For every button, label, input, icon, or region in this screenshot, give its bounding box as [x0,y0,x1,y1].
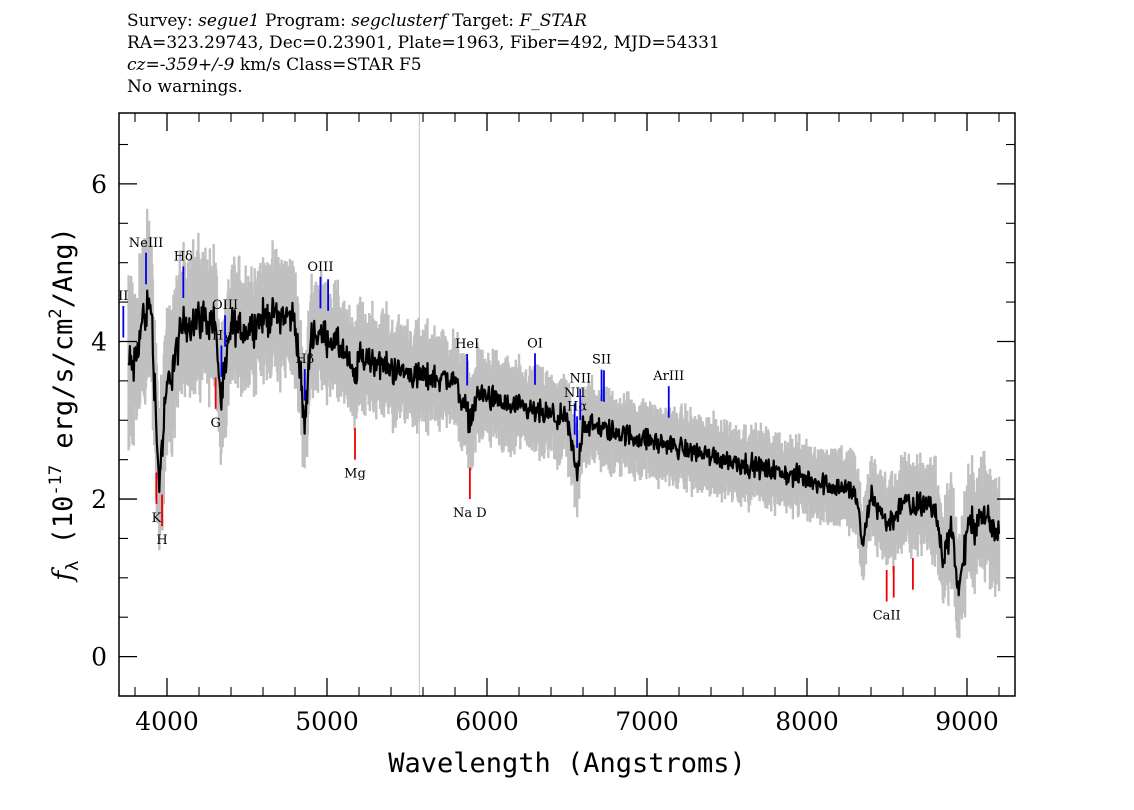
absorption-line-label: G [210,416,220,431]
emission-line-label: OIII [307,260,333,275]
absorption-line-label: Mg [344,467,366,482]
absorption-line-label: CaII [873,608,901,623]
emission-line-label: Hδ [174,249,193,264]
emission-line-label: NII [569,372,591,387]
emission-line-label: NeIII [129,236,163,251]
x-tick-label: 5000 [295,707,359,736]
header-line-redshift: cz=-359+/-9 km/s Class=STAR F5 [127,54,1027,76]
cz-value: -359+/-9 [159,55,235,75]
y-axis-title: fλ (10-17 erg/s/cm2/Ang) [46,227,83,583]
spectrum-header: Survey: segue1 Program: segclusterf Targ… [127,10,1027,98]
header-line-warnings: No warnings. [127,77,243,97]
emission-line-label: SII [592,353,611,368]
y-axis-title-sub: λ [63,561,83,571]
x-tick-label: 4000 [135,707,199,736]
y-tick-label: 2 [91,485,107,514]
absorption-line-label: K [152,511,162,526]
target-label: Target: [452,11,515,31]
x-tick-label: 8000 [775,707,839,736]
emission-line-label: ArIII [652,369,684,384]
error-band [127,208,1001,639]
header-line-coordinates: RA=323.29743, Dec=0.23901, Plate=1963, F… [127,33,720,53]
x-tick-label: 6000 [455,707,519,736]
emission-line-label: OIII [212,298,238,313]
y-axis-title-tail: /Ang) [48,227,79,308]
y-axis-title-unit-exp: 2 [46,308,66,318]
emission-line-label: Hγ [212,328,231,343]
header-line-survey: Survey: segue1 Program: segclusterf Targ… [127,10,1027,32]
x-axis-title: Wavelength (Angstroms) [388,748,746,779]
program-label: Program: [265,11,346,31]
plot-frame [118,112,1016,697]
absorption-line-label: Na D [453,506,487,521]
axis-ticks: 4000 5000 6000 7000 8000 9000 0 2 4 6 [91,113,1015,736]
target-value: F_STAR [519,11,587,31]
survey-value: segue1 [198,11,260,31]
x-tick-label: 7000 [615,707,679,736]
flux-line [127,289,1001,597]
emission-line-label: II [118,289,128,304]
survey-label: Survey: [127,11,193,31]
emission-line-label: HeI [455,337,479,352]
emission-line-label: Hα [567,399,587,414]
y-tick-label: 6 [91,170,107,199]
y-axis-title-text: (10 [48,496,79,561]
program-value: segclusterf [351,11,447,31]
y-tick-label: 0 [91,643,107,672]
y-axis-title-exp: -17 [46,465,66,496]
cz-label: cz= [127,55,160,75]
x-tick-label: 9000 [935,707,999,736]
emission-line-label: OI [527,336,543,351]
emission-line-label: Hβ [295,352,314,367]
y-tick-label: 4 [91,327,107,356]
absorption-line-label: H [156,533,167,548]
y-axis-title-unit: erg/s/cm [48,319,79,465]
cz-rest: km/s Class=STAR F5 [234,55,422,75]
